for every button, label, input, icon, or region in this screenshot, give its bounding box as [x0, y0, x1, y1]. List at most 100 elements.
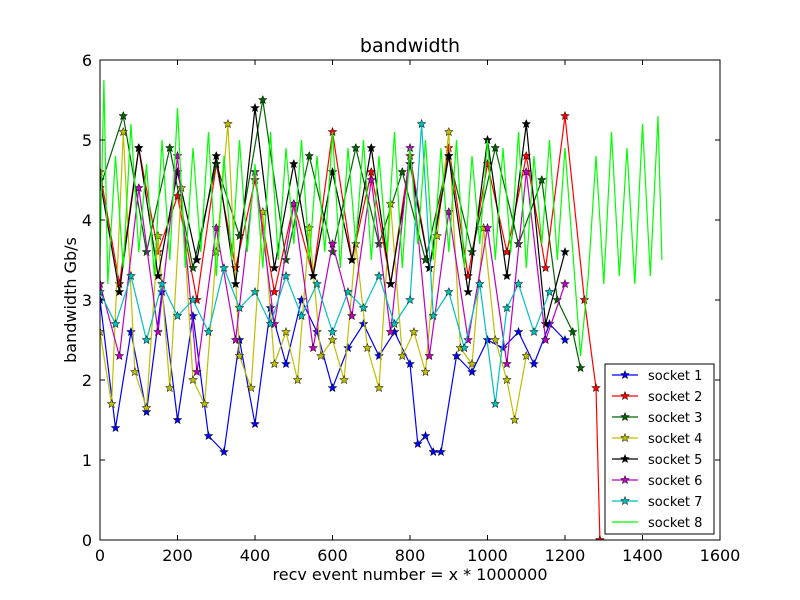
data-point: [490, 142, 501, 153]
data-point: [191, 366, 202, 377]
legend-label: socket 3: [648, 411, 702, 426]
data-point: [141, 402, 152, 413]
data-point: [350, 142, 361, 153]
data-point: [153, 230, 164, 241]
data-point: [432, 230, 443, 241]
data-point: [467, 366, 477, 377]
legend-label: socket 4: [648, 432, 702, 447]
data-point: [281, 254, 291, 265]
data-point: [288, 158, 299, 169]
data-point: [366, 142, 377, 153]
data-point: [412, 438, 423, 449]
data-point: [110, 318, 121, 329]
data-point: [521, 350, 532, 361]
data-point: [141, 406, 152, 417]
data-point: [467, 246, 477, 257]
x-tick-label: 600: [317, 546, 348, 565]
data-point: [560, 246, 570, 257]
data-point: [443, 286, 454, 297]
data-point: [234, 350, 245, 361]
data-point: [540, 262, 551, 273]
data-point: [304, 150, 315, 161]
data-point: [560, 334, 570, 345]
data-point: [529, 358, 539, 369]
data-point: [459, 342, 470, 353]
data-point: [513, 326, 524, 337]
data-point: [579, 294, 590, 305]
data-point: [269, 262, 280, 273]
data-point: [281, 270, 291, 281]
data-point: [374, 350, 384, 361]
data-point: [408, 326, 419, 337]
data-point: [315, 350, 326, 361]
data-point: [327, 238, 338, 249]
data-point: [110, 422, 121, 433]
data-point: [463, 286, 474, 297]
y-tick-label: 0: [82, 531, 92, 550]
series-7: [100, 118, 555, 409]
data-point: [133, 142, 144, 153]
legend: socket 1 socket 2 socket 3 socket 4 socket 5…: [604, 363, 715, 535]
data-point: [327, 246, 338, 257]
data-point: [343, 286, 353, 297]
data-point: [126, 270, 136, 281]
data-point: [490, 334, 501, 345]
series-1: [100, 286, 570, 457]
data-point: [250, 174, 260, 185]
legend-marker: [620, 474, 630, 485]
data-point: [544, 286, 555, 297]
data-point: [118, 110, 129, 121]
data-point: [424, 262, 435, 273]
data-point: [188, 262, 198, 273]
legend-box: [604, 363, 715, 535]
data-point: [327, 326, 338, 337]
data-point: [246, 382, 257, 393]
data-point: [172, 310, 183, 321]
data-point: [250, 286, 260, 297]
x-tick-label: 0: [95, 546, 105, 565]
legend-marker: [620, 369, 630, 380]
data-point: [118, 126, 129, 137]
data-point: [265, 318, 276, 329]
data-point: [575, 362, 586, 373]
data-point: [416, 118, 427, 129]
data-point: [129, 366, 140, 377]
data-point: [114, 278, 125, 289]
data-point: [346, 310, 357, 321]
data-point: [211, 158, 222, 169]
series-6: [100, 142, 570, 377]
x-tick-label: 1200: [545, 546, 586, 565]
data-point: [308, 342, 319, 353]
data-point: [482, 222, 493, 233]
data-point: [153, 326, 164, 337]
series-line: [100, 115, 601, 540]
data-point: [591, 382, 601, 393]
x-tick-label: 200: [162, 546, 193, 565]
data-point: [199, 398, 210, 409]
data-point: [172, 150, 183, 161]
data-point: [389, 318, 400, 329]
data-point: [521, 166, 532, 177]
legend-label: socket 6: [648, 474, 702, 489]
x-axis-title: recv event number = x * 1000000: [273, 565, 548, 584]
y-tick-label: 4: [82, 211, 92, 230]
data-point: [222, 118, 233, 129]
data-point: [358, 318, 369, 329]
data-point: [436, 446, 446, 457]
data-point: [188, 310, 198, 321]
data-point: [164, 142, 175, 153]
data-point: [296, 310, 307, 321]
legend-marker: [620, 411, 630, 422]
data-point: [327, 334, 338, 345]
data-point: [374, 382, 384, 393]
series-8: [100, 79, 663, 357]
x-tick-label: 1000: [467, 546, 508, 565]
y-tick-label: 1: [82, 451, 92, 470]
data-point: [366, 174, 377, 185]
y-tick-label: 5: [82, 131, 92, 150]
data-point: [443, 150, 454, 161]
data-point: [234, 230, 245, 241]
data-point: [157, 278, 167, 289]
legend-label: socket 1: [648, 369, 702, 384]
